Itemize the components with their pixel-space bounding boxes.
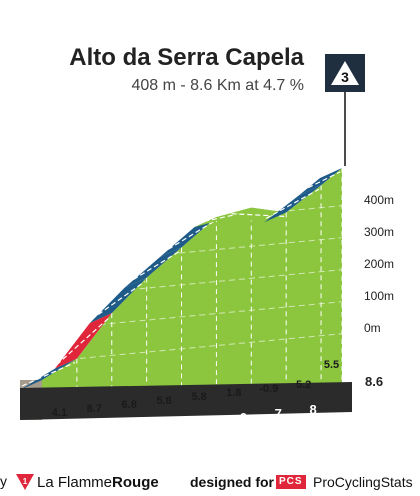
gridline: [19, 203, 361, 237]
km-marker-label: 7: [275, 406, 282, 421]
svg-text:1: 1: [23, 477, 28, 486]
climb-title: Alto da Serra Capela: [69, 44, 304, 71]
total-distance-label: 8.6: [365, 374, 383, 389]
band-dash: [126, 250, 180, 285]
y-tick-label: 200m: [364, 257, 394, 271]
y-tick-label: 400m: [364, 193, 394, 207]
gridline: [19, 267, 361, 301]
gradient-label: 5.2: [296, 379, 311, 391]
band-dash: [91, 281, 145, 320]
band-dash: [196, 211, 250, 224]
band-dash: [21, 362, 76, 387]
procyclingstats-brand: ProCyclingStats: [313, 474, 413, 490]
km-marker-label: 6: [240, 410, 247, 425]
band-dash: [161, 220, 215, 254]
y-tick-label: 0m: [364, 321, 381, 335]
gradient-label: 5.8: [191, 391, 206, 403]
climb-stats: 408 m - 8.6 Km at 4.7 %: [131, 77, 304, 94]
footer: y 1 La FlammeRouge designed for PCS ProC…: [0, 468, 420, 496]
pcs-badge: PCS: [276, 475, 306, 489]
category-number: 3: [341, 69, 349, 85]
gradient-label: 5.5: [324, 359, 339, 371]
band-dash: [265, 188, 320, 219]
y-tick-label: 100m: [364, 289, 394, 303]
km-marker-label: 1: [65, 430, 72, 445]
gradient-band-segment: [124, 247, 182, 288]
gradient-label: 4.1: [52, 407, 67, 419]
gridline: [19, 331, 361, 365]
km-marker-label: 2: [100, 426, 107, 441]
gradient-band-segment: [264, 185, 322, 223]
gradient-band-segment: [159, 217, 217, 258]
km-marker-label: 8: [309, 402, 316, 417]
category-triangle-icon: [331, 61, 359, 85]
la-flamme-rouge-logo-icon: 1: [16, 474, 34, 490]
gradient-label: 5.8: [156, 395, 171, 407]
band-dash: [56, 316, 111, 366]
gradient-label: 8.7: [87, 403, 102, 415]
cut-footer-text: y: [0, 473, 7, 489]
gradient-label: 1.8: [226, 387, 241, 399]
gradient-label: -0.9: [259, 383, 278, 395]
gridline: [19, 235, 361, 269]
km-marker-label: 4: [170, 418, 178, 433]
gridline: [19, 299, 361, 333]
band-dash: [300, 171, 341, 192]
la-flamme-rouge-brand: La FlammeRouge: [37, 474, 159, 491]
designed-for-label: designed for: [190, 474, 275, 490]
km-marker-label: 5: [205, 414, 212, 429]
y-tick-label: 300m: [364, 225, 394, 239]
gradient-band-segment: [299, 168, 342, 196]
gradient-label: 6.8: [122, 399, 137, 411]
profile-fill: [42, 168, 342, 388]
base-strip: [20, 382, 352, 420]
km-marker-label: 3: [135, 422, 142, 437]
